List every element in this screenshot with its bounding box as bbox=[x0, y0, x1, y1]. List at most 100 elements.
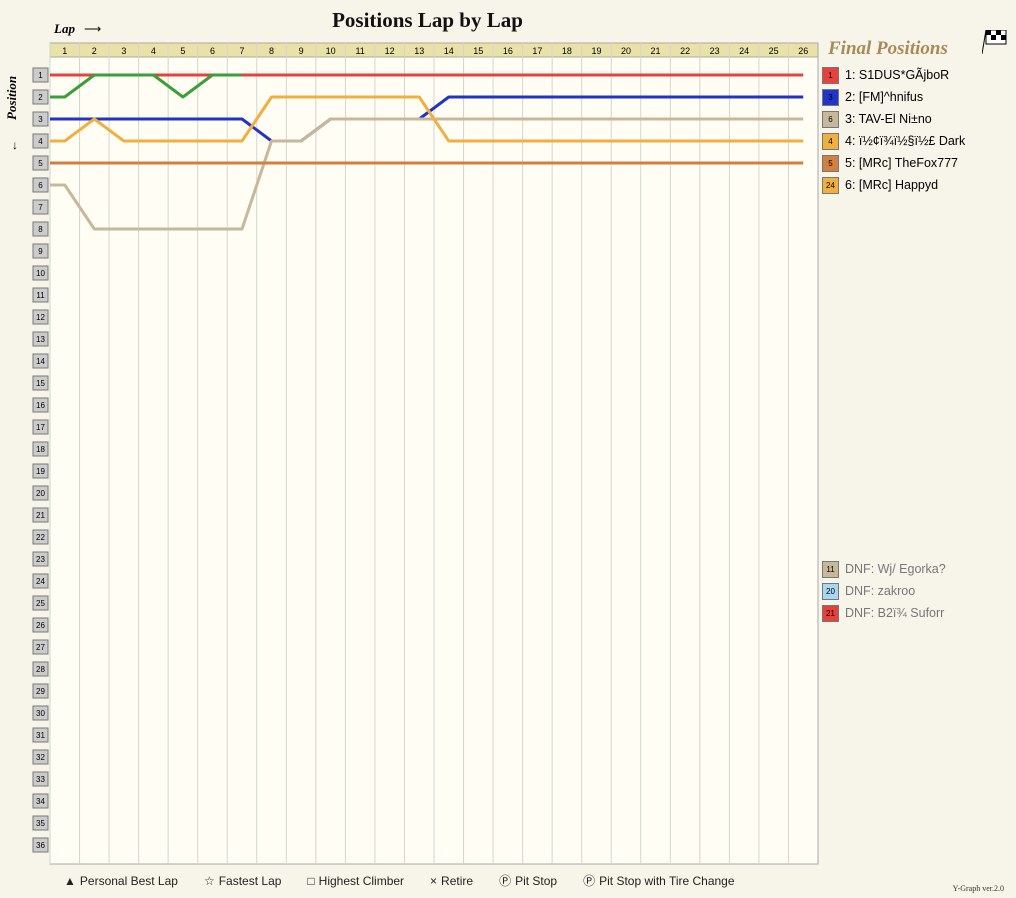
final-position-entry: 5 5: [MRc] TheFox777 bbox=[822, 152, 958, 174]
position-badge bbox=[32, 639, 49, 655]
lap-tick-label: 6 bbox=[210, 46, 215, 56]
driver-name: 3: TAV-El Ni±no bbox=[845, 112, 932, 126]
car-number-badge: 1 bbox=[822, 66, 839, 84]
position-badge-label: 12 bbox=[36, 313, 45, 322]
final-position-entry: 1 1: S1DUS*GÃjboR bbox=[822, 64, 949, 86]
personal-best-icon: ▲ bbox=[64, 873, 76, 888]
position-badge-label: 22 bbox=[36, 533, 45, 542]
position-badge bbox=[32, 353, 49, 369]
final-position-entry: 6 3: TAV-El Ni±no bbox=[822, 108, 932, 130]
position-badge bbox=[32, 683, 49, 699]
position-badge bbox=[32, 441, 49, 457]
final-position-entry: 3 2: [FM]^hnifus bbox=[822, 86, 923, 108]
position-badge bbox=[32, 177, 49, 193]
position-badge-label: 9 bbox=[38, 247, 43, 256]
car-number-badge: 4 bbox=[822, 132, 839, 150]
lap-tick-label: 18 bbox=[562, 46, 572, 56]
lap-tick-label: 7 bbox=[239, 46, 244, 56]
lap-tick-label: 14 bbox=[444, 46, 454, 56]
position-badge bbox=[32, 661, 49, 677]
position-badge-label: 21 bbox=[36, 511, 45, 520]
position-arrow-icon: ↓ bbox=[12, 138, 18, 152]
pit-tire-icon: Ⓟ bbox=[583, 874, 596, 888]
driver-name: DNF: B2ï¾ Suforr bbox=[845, 606, 945, 620]
position-badge bbox=[32, 309, 49, 325]
fastest-lap-icon: ☆ bbox=[203, 873, 215, 888]
position-badge bbox=[32, 111, 49, 127]
position-badge bbox=[32, 155, 49, 171]
position-badge bbox=[32, 397, 49, 413]
final-position-entry: 24 6: [MRc] Happyd bbox=[822, 174, 938, 196]
lap-tick-label: 8 bbox=[269, 46, 274, 56]
version-label: Y-Graph ver.2.0 bbox=[952, 884, 1004, 893]
driver-name: DNF: zakroo bbox=[845, 584, 916, 598]
position-badge-label: 16 bbox=[36, 401, 45, 410]
driver-name: 1: S1DUS*GÃjboR bbox=[845, 68, 950, 82]
position-badge bbox=[32, 199, 49, 215]
lap-tick-label: 3 bbox=[121, 46, 126, 56]
lap-tick-label: 25 bbox=[769, 46, 779, 56]
x-axis-label: Lap bbox=[54, 21, 75, 36]
car-number-badge: 11 bbox=[822, 560, 839, 578]
lap-tick-label: 9 bbox=[299, 46, 304, 56]
position-badge bbox=[32, 727, 49, 743]
car-number-badge: 6 bbox=[822, 110, 839, 128]
legend-retire: × Retire bbox=[430, 873, 474, 888]
position-badge bbox=[32, 771, 49, 787]
car-number-badge: 3 bbox=[822, 88, 839, 106]
lap-tick-label: 5 bbox=[180, 46, 185, 56]
position-badge bbox=[32, 551, 49, 567]
position-badge-label: 26 bbox=[36, 621, 45, 630]
lap-arrow-icon: ⟶ bbox=[84, 22, 102, 36]
driver-name: 5: [MRc] TheFox777 bbox=[845, 156, 959, 170]
position-badge bbox=[32, 485, 49, 501]
position-badge-label: 28 bbox=[36, 665, 45, 674]
position-badge-label: 24 bbox=[36, 577, 45, 586]
position-badge bbox=[32, 287, 49, 303]
position-badge-label: 2 bbox=[38, 93, 43, 102]
position-badge-label: 11 bbox=[36, 291, 45, 300]
position-badge bbox=[32, 243, 49, 259]
dnf-entry: 21 DNF: B2ï¾ Suforr bbox=[822, 602, 944, 624]
position-badge-label: 34 bbox=[36, 797, 45, 806]
position-badge-label: 13 bbox=[36, 335, 45, 344]
position-badge bbox=[32, 793, 49, 809]
car-number-badge: 21 bbox=[822, 604, 839, 622]
position-badge-label: 35 bbox=[36, 819, 45, 828]
lap-tick-label: 4 bbox=[151, 46, 156, 56]
lap-tick-label: 1 bbox=[62, 46, 67, 56]
lap-tick-label: 2 bbox=[92, 46, 97, 56]
position-badge-label: 29 bbox=[36, 687, 45, 696]
position-badge-label: 30 bbox=[36, 709, 45, 718]
position-badge bbox=[32, 595, 49, 611]
position-badge bbox=[32, 749, 49, 765]
position-badge-label: 3 bbox=[38, 115, 43, 124]
driver-name: DNF: Wj/ Egorka? bbox=[845, 562, 946, 576]
lap-tick-label: 26 bbox=[798, 46, 808, 56]
lap-tick-label: 23 bbox=[710, 46, 720, 56]
position-badge-label: 32 bbox=[36, 753, 45, 762]
position-badge bbox=[32, 133, 49, 149]
lap-tick-label: 22 bbox=[680, 46, 690, 56]
car-number-badge: 20 bbox=[822, 582, 839, 600]
position-badge-label: 25 bbox=[36, 599, 45, 608]
car-number-badge: 5 bbox=[822, 154, 839, 172]
position-badge-label: 36 bbox=[36, 841, 45, 850]
lap-tick-label: 11 bbox=[355, 46, 364, 56]
checkered-flag-icon bbox=[982, 30, 1007, 54]
position-badge-label: 31 bbox=[36, 731, 45, 740]
series-line-car-2 bbox=[50, 73, 242, 99]
driver-name: 6: [MRc] Happyd bbox=[845, 178, 939, 192]
lap-tick-label: 16 bbox=[503, 46, 513, 56]
lap-tick-label: 17 bbox=[532, 46, 542, 56]
lap-tick-label: 12 bbox=[385, 46, 395, 56]
position-badge bbox=[32, 221, 49, 237]
position-badge-label: 18 bbox=[36, 445, 45, 454]
lap-tick-label: 24 bbox=[739, 46, 749, 56]
position-badge bbox=[32, 573, 49, 589]
position-badge-label: 20 bbox=[36, 489, 45, 498]
car-number-badge: 24 bbox=[822, 176, 839, 194]
legend-pit: Ⓟ Pit Stop bbox=[499, 873, 558, 889]
position-badge bbox=[32, 617, 49, 633]
